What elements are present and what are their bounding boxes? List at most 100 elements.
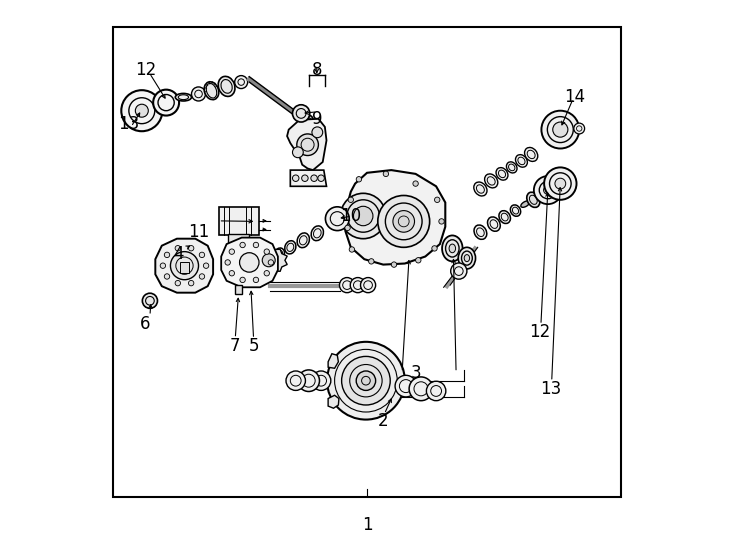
Circle shape	[229, 249, 234, 254]
Circle shape	[203, 263, 208, 268]
Ellipse shape	[204, 82, 219, 100]
Ellipse shape	[464, 255, 470, 261]
Circle shape	[360, 278, 376, 293]
Text: 11: 11	[188, 223, 209, 241]
Circle shape	[553, 122, 568, 137]
Circle shape	[135, 104, 148, 117]
Ellipse shape	[458, 247, 476, 269]
Circle shape	[339, 278, 355, 293]
Circle shape	[164, 252, 170, 258]
Circle shape	[286, 371, 305, 390]
Circle shape	[349, 247, 355, 252]
Circle shape	[544, 186, 552, 194]
Ellipse shape	[474, 182, 487, 196]
Circle shape	[192, 87, 206, 101]
Circle shape	[391, 262, 396, 267]
Circle shape	[170, 252, 198, 280]
Circle shape	[354, 206, 373, 226]
Circle shape	[312, 127, 323, 138]
Ellipse shape	[527, 192, 540, 207]
Circle shape	[164, 274, 170, 279]
Text: 6: 6	[140, 315, 151, 333]
Circle shape	[555, 178, 566, 189]
Circle shape	[435, 197, 440, 202]
Circle shape	[350, 278, 366, 293]
Polygon shape	[156, 239, 213, 293]
Ellipse shape	[302, 116, 313, 127]
Circle shape	[383, 171, 388, 177]
Ellipse shape	[499, 211, 510, 224]
Circle shape	[432, 246, 437, 251]
Circle shape	[268, 260, 274, 265]
Polygon shape	[346, 170, 446, 265]
Circle shape	[318, 175, 324, 181]
Ellipse shape	[487, 217, 501, 231]
Circle shape	[395, 375, 417, 397]
Circle shape	[199, 252, 205, 258]
Text: 13: 13	[540, 380, 562, 398]
Bar	[235, 285, 242, 294]
Circle shape	[439, 219, 444, 224]
Circle shape	[325, 207, 349, 231]
Circle shape	[451, 263, 467, 279]
Bar	[219, 207, 259, 235]
Text: 1: 1	[362, 516, 372, 534]
Text: 9: 9	[312, 110, 322, 128]
Ellipse shape	[496, 167, 508, 180]
Circle shape	[264, 249, 269, 254]
Circle shape	[189, 280, 194, 286]
Text: 5: 5	[248, 336, 259, 355]
Circle shape	[297, 134, 319, 156]
Circle shape	[341, 193, 386, 239]
Circle shape	[310, 175, 317, 181]
Circle shape	[311, 371, 331, 390]
Circle shape	[160, 263, 166, 268]
Bar	[180, 262, 189, 273]
Circle shape	[574, 123, 584, 134]
Polygon shape	[221, 238, 278, 287]
Text: 10: 10	[341, 207, 361, 225]
Circle shape	[413, 181, 418, 186]
Ellipse shape	[285, 241, 296, 254]
Circle shape	[356, 177, 362, 182]
Circle shape	[142, 293, 158, 308]
Ellipse shape	[474, 225, 487, 239]
Ellipse shape	[297, 233, 310, 248]
Polygon shape	[287, 119, 327, 170]
Circle shape	[368, 259, 374, 264]
Polygon shape	[328, 395, 339, 408]
Circle shape	[292, 105, 310, 122]
Circle shape	[341, 356, 390, 405]
Text: 12: 12	[529, 323, 550, 341]
Circle shape	[426, 381, 446, 401]
Circle shape	[534, 176, 562, 204]
Circle shape	[199, 274, 205, 279]
Circle shape	[327, 342, 404, 420]
Polygon shape	[291, 170, 327, 186]
Ellipse shape	[311, 123, 318, 127]
Bar	[113, 27, 621, 497]
Text: 8: 8	[312, 61, 322, 79]
Ellipse shape	[525, 147, 538, 161]
Circle shape	[264, 271, 269, 276]
Circle shape	[189, 246, 194, 251]
Text: 3: 3	[410, 363, 421, 382]
Circle shape	[175, 280, 181, 286]
Circle shape	[542, 111, 579, 148]
Circle shape	[153, 90, 179, 116]
Ellipse shape	[515, 154, 528, 167]
Circle shape	[225, 260, 230, 265]
Text: 14: 14	[564, 88, 586, 106]
Text: 7: 7	[230, 336, 240, 355]
Ellipse shape	[484, 174, 498, 188]
Circle shape	[239, 253, 259, 272]
Circle shape	[239, 244, 250, 255]
Ellipse shape	[521, 201, 530, 207]
Polygon shape	[250, 247, 287, 274]
Circle shape	[292, 175, 299, 181]
Ellipse shape	[175, 93, 192, 101]
Text: 2: 2	[378, 412, 388, 430]
Circle shape	[409, 377, 433, 401]
Text: 13: 13	[117, 115, 139, 133]
Circle shape	[235, 76, 247, 89]
